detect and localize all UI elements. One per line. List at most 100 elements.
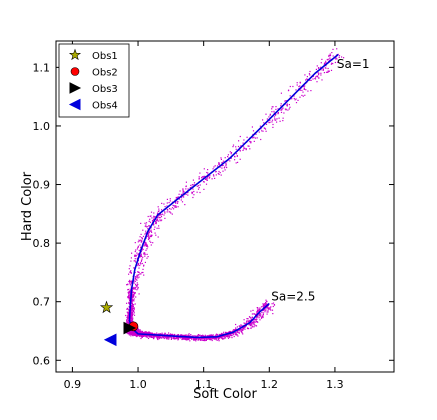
scatter-point [195, 338, 197, 340]
scatter-point [133, 280, 135, 282]
scatter-point [191, 192, 193, 195]
scatter-point [131, 252, 133, 254]
scatter-point [310, 79, 312, 81]
scatter-point [145, 232, 147, 234]
scatter-point [140, 330, 142, 332]
scatter-point [277, 112, 279, 114]
scatter-point [131, 318, 133, 320]
scatter-point [172, 204, 174, 206]
scatter-point [158, 215, 160, 217]
scatter-point [271, 106, 273, 108]
scatter-point [170, 333, 172, 335]
scatter-point [280, 109, 282, 111]
scatter-point [230, 334, 232, 336]
scatter-point [135, 249, 137, 251]
scatter-point [129, 279, 131, 281]
x-tick-label: 1.1 [195, 378, 213, 391]
scatter-point [164, 211, 166, 213]
y-tick-label: 1.0 [33, 120, 51, 133]
scatter-point [199, 191, 201, 194]
scatter-point [264, 127, 266, 129]
scatter-point [139, 244, 141, 246]
scatter-point [134, 260, 136, 262]
scatter-point [174, 206, 176, 208]
scatter-point [221, 162, 223, 164]
scatter-point [243, 319, 245, 321]
scatter-point [154, 226, 156, 228]
scatter-point [130, 316, 132, 318]
scatter-point [262, 316, 264, 319]
scatter-point [157, 336, 159, 338]
scatter-point [127, 333, 130, 335]
scatter-point [149, 335, 151, 338]
scatter-point [183, 191, 185, 193]
scatter-point [236, 333, 238, 336]
scatter-point [256, 307, 258, 309]
scatter-point [145, 243, 147, 245]
scatter-point [166, 208, 169, 211]
scatter-point [134, 254, 136, 256]
y-tick-label: 0.8 [33, 237, 51, 250]
scatter-point [153, 212, 155, 214]
scatter-point [181, 334, 183, 336]
scatter-point [221, 337, 223, 339]
scatter-point [240, 324, 242, 326]
scatter-point [198, 176, 200, 178]
scatter-point [132, 320, 134, 322]
legend: Obs1 Obs2 Obs3 Obs4 [58, 43, 130, 118]
scatter-point [182, 334, 184, 336]
scatter-point [246, 320, 248, 322]
scatter-point [136, 248, 138, 250]
scatter-point [192, 188, 194, 190]
scatter-point [238, 325, 241, 327]
scatter-point [182, 188, 184, 190]
scatter-point [130, 332, 132, 334]
scatter-point [196, 191, 198, 193]
scatter-point [321, 79, 323, 81]
scatter-point [229, 160, 231, 162]
scatter-point [220, 158, 222, 160]
scatter-point [135, 261, 137, 263]
scatter-point [217, 172, 219, 175]
scatter-point [253, 326, 255, 328]
scatter-point [134, 333, 136, 335]
scatter-point [261, 312, 263, 314]
scatter-point [249, 325, 252, 327]
legend-marker-obs2 [70, 67, 80, 76]
scatter-point [213, 338, 215, 340]
scatter-point [128, 312, 130, 314]
scatter-point [132, 333, 134, 335]
scatter-point [145, 224, 147, 226]
scatter-point [137, 334, 139, 336]
scatter-point [169, 336, 171, 338]
scatter-point [210, 334, 212, 336]
scatter-point [259, 313, 261, 315]
scatter-point [258, 131, 260, 133]
scatter-point [153, 217, 155, 219]
scatter-point [267, 311, 269, 313]
scatter-point [184, 334, 186, 336]
scatter-point [314, 77, 316, 80]
scatter-point [140, 255, 143, 257]
scatter-point [272, 305, 274, 308]
scatter-point [141, 262, 143, 265]
scatter-point [141, 249, 143, 251]
scatter-point [157, 236, 159, 238]
scatter-point [272, 126, 274, 128]
scatter-point [248, 320, 250, 322]
scatter-point [235, 148, 237, 150]
scatter-point [192, 184, 194, 186]
scatter-point [258, 315, 260, 317]
scatter-point [193, 194, 195, 196]
scatter-point [164, 212, 166, 214]
scatter-point [147, 215, 149, 218]
scatter-point [193, 190, 195, 193]
scatter-point [306, 76, 308, 78]
legend-marker-obs3 [69, 82, 82, 94]
scatter-point [128, 314, 130, 316]
scatter-point [243, 327, 245, 329]
scatter-point [224, 335, 226, 337]
scatter-point [138, 293, 140, 295]
x-tick-label: 0.9 [64, 378, 82, 391]
scatter-point [251, 316, 253, 318]
